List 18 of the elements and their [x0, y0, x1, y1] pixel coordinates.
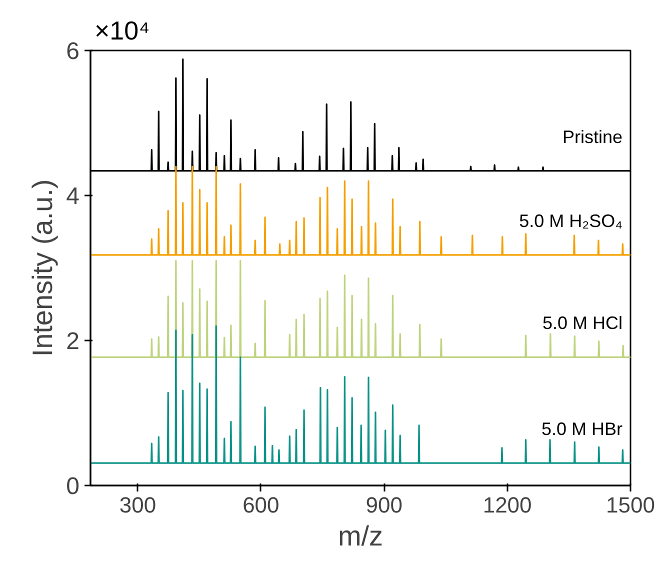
x-tick-label: 1500 [606, 492, 655, 518]
x-axis-title: m/z [338, 520, 384, 552]
series-label: 5.0 M HBr [541, 419, 623, 440]
series-label: Pristine [562, 126, 623, 147]
y-axis-title: Intensity (a.u.) [27, 179, 58, 357]
line-series [90, 166, 630, 256]
text: ×10⁴ [94, 16, 150, 46]
y-tick-label: 0 [66, 473, 80, 500]
line-series [90, 260, 630, 358]
y-tick-label: 4 [66, 183, 80, 210]
series-label: 5.0 M H₂SO₄ [519, 210, 622, 231]
series-label: 5.0 M HCl [542, 313, 622, 334]
x-tick-label: 1200 [482, 492, 532, 518]
x-tick-label: 600 [242, 492, 280, 518]
y-tick-label: 2 [66, 328, 80, 355]
x-tick-label: 900 [366, 492, 402, 518]
y-tick-label: 6 [66, 38, 80, 65]
x-tick-label: 300 [119, 492, 156, 518]
